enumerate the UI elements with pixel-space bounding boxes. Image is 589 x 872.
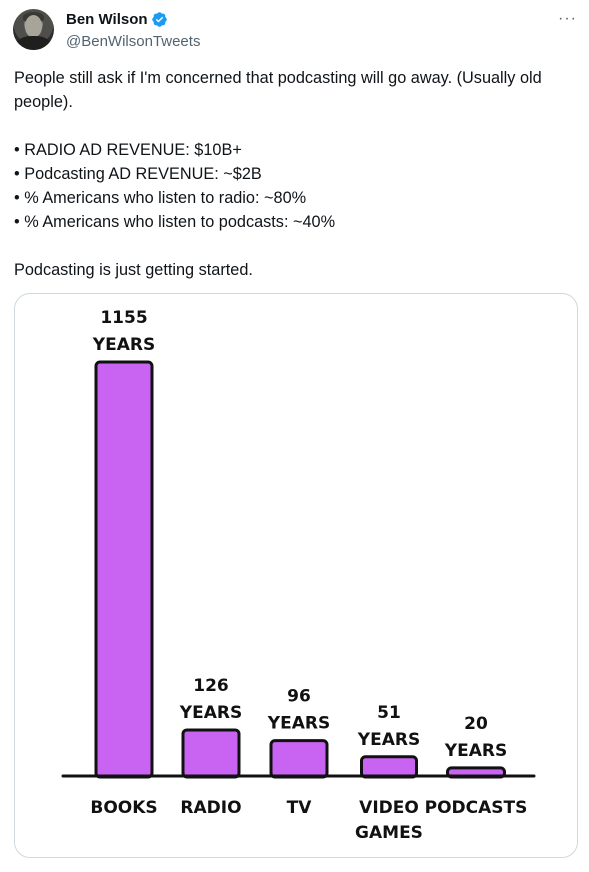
paragraph-gap <box>14 234 570 258</box>
category-label: TV <box>287 798 313 818</box>
bar <box>360 755 418 779</box>
data-label: YEARS <box>267 714 330 734</box>
category-label: PODCASTS <box>425 798 528 818</box>
more-options-icon[interactable]: ··· <box>558 10 577 27</box>
data-label: 1155 <box>100 308 147 328</box>
tweet-line: People still ask if I'm concerned that p… <box>14 69 542 111</box>
author-handle[interactable]: @BenWilsonTweets <box>66 33 201 50</box>
data-label: 96 <box>287 687 311 707</box>
category-label: GAMES <box>355 823 423 843</box>
bar <box>181 728 241 779</box>
bar-chart: 1155 YEARS BOOKS 126 YEARS RADIO 96 YEARS TV 51 YE… <box>61 308 536 843</box>
bullet-item: • % Americans who listen to radio: ~80% <box>14 189 307 207</box>
bullet-item: • RADIO AD REVENUE: $10B+ <box>14 141 242 159</box>
author-name[interactable]: Ben Wilson <box>66 11 148 28</box>
category-label: VIDEO <box>359 798 419 818</box>
avatar[interactable] <box>13 9 54 50</box>
paragraph-gap <box>14 114 570 138</box>
bar <box>269 739 329 779</box>
data-label: 51 <box>377 703 401 723</box>
avatar-face <box>25 15 42 37</box>
media-image[interactable]: 1155 YEARS BOOKS 126 YEARS RADIO 96 YEARS TV 51 YE… <box>14 293 578 858</box>
data-label: YEARS <box>92 335 155 355</box>
data-label: YEARS <box>444 741 507 761</box>
data-label: YEARS <box>357 730 420 750</box>
data-label: YEARS <box>179 703 242 723</box>
tweet-closing: Podcasting is just getting started. <box>14 261 253 279</box>
author-row: Ben Wilson <box>66 11 168 28</box>
bullet-item: • % Americans who listen to podcasts: ~4… <box>14 213 336 231</box>
category-label: RADIO <box>180 798 241 818</box>
verified-badge-icon[interactable] <box>151 11 168 28</box>
bar <box>94 360 154 779</box>
bullet-item: • Podcasting AD REVENUE: ~$2B <box>14 165 262 183</box>
data-label: 126 <box>193 676 229 696</box>
data-label: 20 <box>464 714 488 734</box>
category-label: BOOKS <box>90 798 157 818</box>
tweet-text: People still ask if I'm concerned that p… <box>14 66 570 282</box>
avatar-shoulders <box>16 36 51 50</box>
